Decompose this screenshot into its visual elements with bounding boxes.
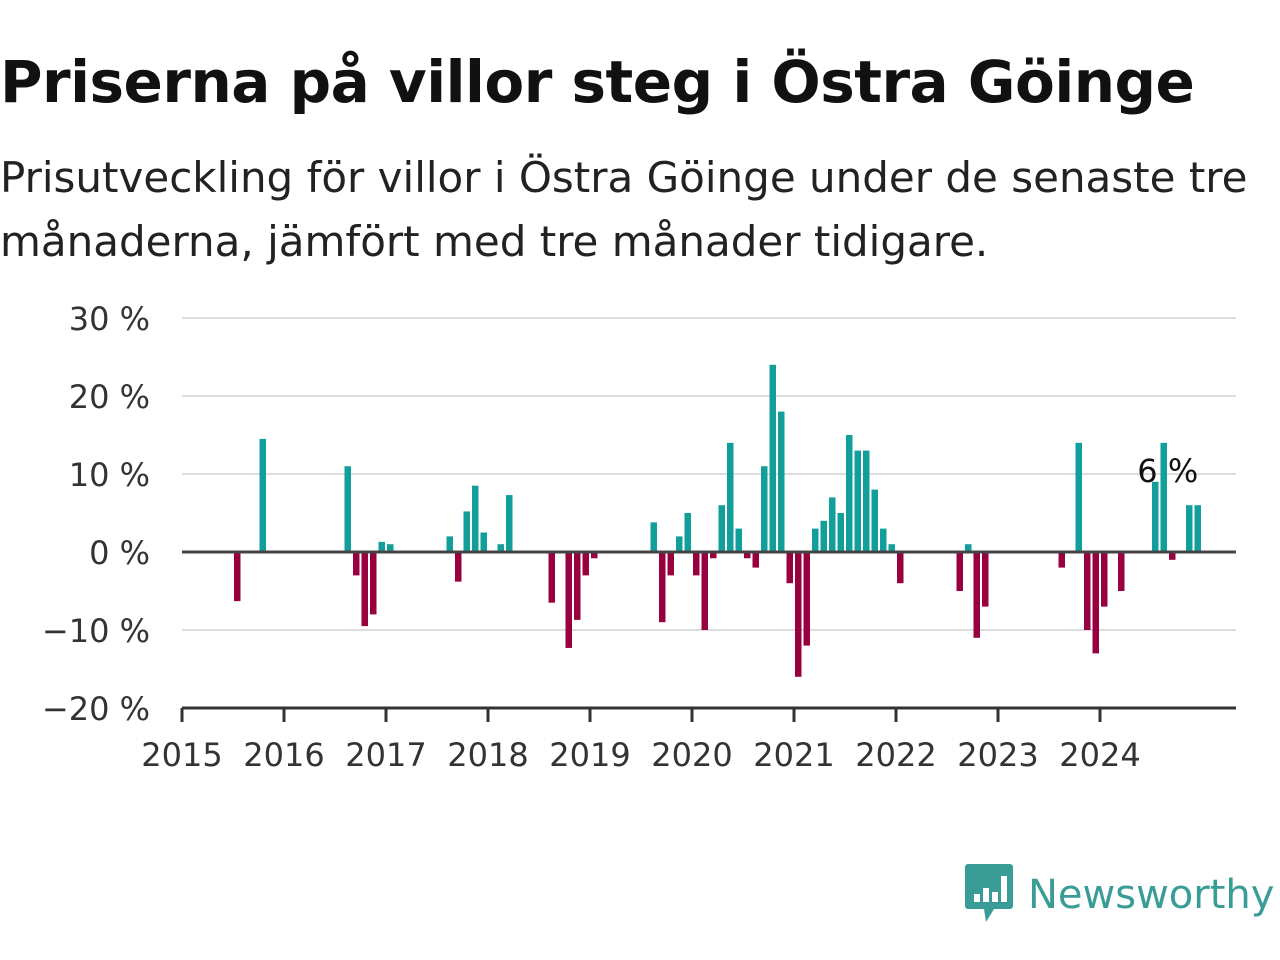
x-tick-label: 2016 [243, 736, 324, 774]
axes: 30 % 20 % 10 % 0 % −10 % −20 % 2015 2016 2017 201… [42, 300, 1236, 774]
bar [786, 552, 793, 584]
bar [820, 520, 827, 552]
bar [574, 552, 581, 620]
bar [1101, 552, 1108, 607]
x-tick-label: 2023 [957, 736, 1038, 774]
x-tick-label: 2020 [651, 736, 732, 774]
bar [591, 552, 598, 559]
chart-title: Priserna på villor steg i Östra Göinge [0, 48, 1195, 116]
bar [965, 544, 972, 552]
bar [982, 552, 989, 607]
chart-subtitle: Prisutveckling för villor i Östra Göinge… [0, 153, 1248, 266]
bar [735, 528, 742, 552]
bar [880, 528, 887, 552]
bar [871, 489, 878, 552]
bar [1075, 442, 1082, 552]
bar [693, 552, 700, 576]
bar [1152, 481, 1159, 552]
bar [956, 552, 963, 591]
bar [1118, 552, 1125, 591]
bar [1058, 552, 1065, 568]
bar [769, 364, 776, 552]
bar [1160, 442, 1167, 552]
x-tick-label: 2019 [549, 736, 630, 774]
x-tick-label: 2022 [855, 736, 936, 774]
bar [344, 466, 351, 552]
bar [829, 497, 836, 552]
bar [455, 552, 462, 582]
bar [795, 552, 802, 677]
y-tick-label: −10 % [42, 612, 150, 650]
bar [659, 552, 666, 623]
bar [1194, 505, 1201, 552]
bar [582, 552, 589, 576]
bar [710, 552, 717, 559]
bar [234, 552, 241, 602]
bar [480, 532, 487, 552]
bar [361, 552, 368, 627]
bar [463, 511, 470, 552]
bar [506, 495, 513, 552]
x-tick-label: 2024 [1059, 736, 1140, 774]
x-tick-label: 2015 [141, 736, 222, 774]
x-tick-label: 2017 [345, 736, 426, 774]
bar [854, 450, 861, 552]
y-tick-label: −20 % [42, 690, 150, 728]
last-value-label: 6 % [1137, 452, 1198, 490]
bar [727, 442, 734, 552]
bar [548, 552, 555, 603]
bar [1084, 552, 1091, 630]
y-tick-label: 20 % [69, 378, 150, 416]
bar [837, 513, 844, 552]
bar [446, 536, 453, 552]
x-tick-label: 2021 [753, 736, 834, 774]
bar-chart: 30 % 20 % 10 % 0 % −10 % −20 % 2015 2016 2017 201… [42, 300, 1236, 774]
bar [259, 438, 266, 552]
x-tick-label: 2018 [447, 736, 528, 774]
bar [387, 544, 394, 552]
newsworthy-wordmark: Newsworthy [1028, 872, 1275, 918]
bar [378, 541, 385, 552]
bar [353, 552, 360, 576]
bar [897, 552, 904, 584]
newsworthy-logo-icon [964, 862, 1014, 928]
bar [472, 485, 479, 552]
bar [676, 536, 683, 552]
bar [803, 552, 810, 646]
bar [1186, 505, 1193, 552]
gridlines [182, 317, 1236, 631]
bars [234, 364, 1201, 677]
bar [701, 552, 708, 630]
y-tick-label: 10 % [69, 456, 150, 494]
bar [863, 450, 870, 552]
bar [1092, 552, 1099, 654]
bar [752, 552, 759, 568]
bar [370, 552, 377, 615]
bar [846, 435, 853, 552]
bar [667, 552, 674, 576]
newsworthy-logo: Newsworthy [964, 862, 1274, 928]
bar [744, 552, 751, 559]
bar [718, 505, 725, 552]
y-tick-label: 30 % [69, 300, 150, 338]
bar [973, 552, 980, 638]
bar [497, 544, 504, 552]
bar [778, 411, 785, 552]
bar [650, 522, 657, 552]
bar [888, 544, 895, 552]
bar [565, 552, 572, 648]
y-tick-label: 0 % [89, 534, 150, 572]
bar [684, 513, 691, 552]
bar [761, 466, 768, 552]
bar [1169, 552, 1176, 560]
bar [812, 528, 819, 552]
